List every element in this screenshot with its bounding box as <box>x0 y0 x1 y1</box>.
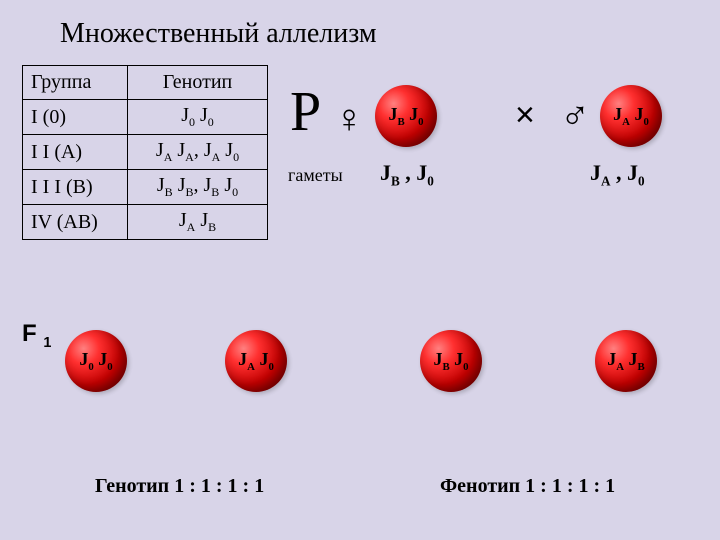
gametes-father: JA , J0 <box>590 160 645 189</box>
gametes-mother: JB , J0 <box>380 160 434 189</box>
cell-genotype: JA JB <box>128 205 268 240</box>
table-row: I (0) J0 J0 <box>23 100 268 135</box>
offspring-sphere: JB J0 <box>420 330 482 392</box>
cell-genotype: J0 J0 <box>128 100 268 135</box>
th-genotype: Генотип <box>128 66 268 100</box>
cell-group: IV (АВ) <box>23 205 128 240</box>
female-icon: ♀ <box>334 95 364 142</box>
male-icon: ♂ <box>560 92 590 139</box>
table-row: I I (А) JA JA, JA J0 <box>23 135 268 170</box>
f1-label: F 1 <box>22 320 51 351</box>
table-row: I I I (В) JB JB, JB J0 <box>23 170 268 205</box>
parent-sphere-father: JA J0 <box>600 85 662 147</box>
genotype-table: Группа Генотип I (0) J0 J0 I I (А) JA JA… <box>22 65 268 240</box>
page-title: Множественный аллелизм <box>60 18 377 50</box>
cell-group: I (0) <box>23 100 128 135</box>
gametes-label: гаметы <box>288 165 343 186</box>
offspring-sphere: JA JB <box>595 330 657 392</box>
cell-genotype: JA JA, JA J0 <box>128 135 268 170</box>
genotype-ratio: Генотип 1 : 1 : 1 : 1 <box>95 475 264 498</box>
parent-sphere-mother: JB J0 <box>375 85 437 147</box>
offspring-sphere: J0 J0 <box>65 330 127 392</box>
cell-genotype: JB JB, JB J0 <box>128 170 268 205</box>
phenotype-ratio: Фенотип 1 : 1 : 1 : 1 <box>440 475 615 498</box>
times-icon: × <box>515 96 535 135</box>
table-row: IV (АВ) JA JB <box>23 205 268 240</box>
th-group: Группа <box>23 66 128 100</box>
cell-group: I I (А) <box>23 135 128 170</box>
offspring-sphere: JA J0 <box>225 330 287 392</box>
cell-group: I I I (В) <box>23 170 128 205</box>
parent-P-label: P <box>290 80 321 144</box>
